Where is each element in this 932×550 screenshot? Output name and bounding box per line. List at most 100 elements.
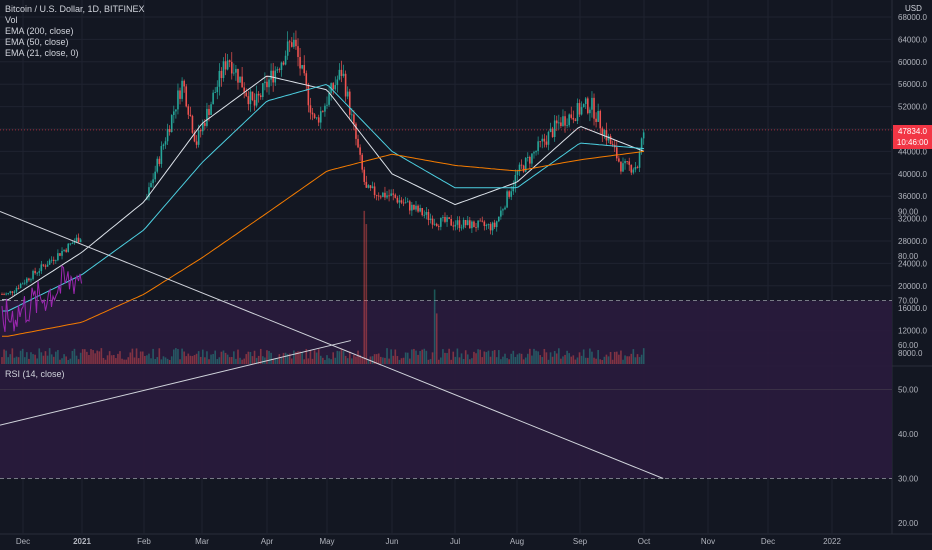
candle-body <box>498 217 500 222</box>
rsi-legend[interactable]: RSI (14, close) <box>5 369 65 379</box>
candle-body <box>515 175 517 186</box>
candle-body <box>527 157 529 158</box>
candle-body <box>210 104 212 115</box>
legend-vol[interactable]: Vol <box>5 15 145 26</box>
candle-body <box>277 69 279 70</box>
volume-bar <box>310 350 312 364</box>
candle-body <box>159 159 161 164</box>
volume-bar <box>639 357 641 364</box>
volume-bar <box>320 356 322 364</box>
candle-body <box>279 69 281 70</box>
volume-bar <box>506 358 508 364</box>
candle-body <box>380 197 382 198</box>
volume-bar <box>316 353 318 364</box>
candle-body <box>270 71 272 80</box>
candle-body <box>626 161 628 162</box>
volume-bar <box>18 357 20 364</box>
candle-body <box>413 205 415 210</box>
candle-body <box>444 217 446 222</box>
volume-bar <box>92 350 94 364</box>
volume-bar <box>366 224 368 364</box>
volume-bar <box>245 354 247 364</box>
legend-ema50[interactable]: EMA (50, close) <box>5 37 145 48</box>
volume-bar <box>7 357 9 364</box>
volume-bar <box>63 354 65 364</box>
time-tick-label: Mar <box>195 537 209 546</box>
volume-bar <box>492 351 494 364</box>
candle-body <box>363 170 365 182</box>
price-tick-label: 64000.0 <box>898 35 927 44</box>
candle-body <box>287 41 289 55</box>
volume-bar <box>606 355 608 364</box>
volume-bar <box>330 359 332 364</box>
candle-body <box>5 294 7 295</box>
volume-bar <box>241 360 243 364</box>
volume-bar <box>113 355 115 364</box>
candle-body <box>67 244 69 252</box>
candle-body <box>399 200 401 202</box>
volume-bar <box>30 352 32 364</box>
candle-body <box>179 90 181 98</box>
volume-bar <box>107 355 109 364</box>
candle-body <box>415 206 417 210</box>
candle-body <box>546 141 548 144</box>
candle-body <box>486 225 488 226</box>
candle-body <box>334 85 336 89</box>
volume-bar <box>223 351 225 364</box>
volume-bar <box>266 350 268 364</box>
candle-body <box>457 220 459 225</box>
volume-bar <box>349 351 351 364</box>
candle-body <box>245 93 247 96</box>
candle-body <box>597 111 599 122</box>
volume-bar <box>635 357 637 364</box>
candle-body <box>562 116 564 126</box>
volume-bar <box>105 360 107 364</box>
candle-body <box>548 132 550 145</box>
candle-body <box>301 65 303 68</box>
legend-ema21[interactable]: EMA (21, close, 0) <box>5 48 145 59</box>
time-tick-label: Oct <box>638 537 651 546</box>
volume-bar <box>163 356 165 364</box>
volume-bar <box>423 349 425 364</box>
volume-bar <box>293 351 295 364</box>
volume-bar <box>148 354 150 364</box>
volume-bar <box>161 359 163 364</box>
candle-body <box>484 222 486 226</box>
time-tick-label: Dec <box>16 537 30 546</box>
volume-bar <box>339 351 341 364</box>
volume-bar <box>12 348 14 364</box>
volume-bar <box>328 358 330 364</box>
candle-body <box>188 106 190 114</box>
candle-body <box>169 129 171 132</box>
volume-bar <box>165 357 167 364</box>
volume-bar <box>216 359 218 364</box>
candle-body <box>76 238 78 242</box>
volume-bar <box>74 349 76 364</box>
candle-body <box>390 193 392 195</box>
time-tick-label: May <box>319 537 334 546</box>
candle-body <box>442 217 444 218</box>
volume-bar <box>57 350 59 364</box>
volume-bar <box>388 359 390 364</box>
candle-body <box>221 71 223 78</box>
volume-bar <box>405 352 407 364</box>
candle-body <box>421 208 423 215</box>
volume-bar <box>219 357 221 364</box>
candle-body <box>618 158 620 161</box>
time-tick-label: 2022 <box>823 537 841 546</box>
candle-body <box>38 271 40 273</box>
volume-bar <box>378 353 380 364</box>
rsi-tick-label: 20.00 <box>898 519 919 528</box>
legend-ema200[interactable]: EMA (200, close) <box>5 26 145 37</box>
volume-bar <box>134 357 136 364</box>
rsi-tick-label: 40.00 <box>898 430 919 439</box>
volume-bar <box>177 349 179 364</box>
volume-bar <box>432 352 434 364</box>
rsi-tick-label: 60.00 <box>898 341 919 350</box>
volume-bar <box>616 352 618 364</box>
candle-body <box>604 130 606 135</box>
price-tick-label: 12000.0 <box>898 327 927 336</box>
candle-body <box>436 224 438 226</box>
candle-body <box>635 167 637 170</box>
